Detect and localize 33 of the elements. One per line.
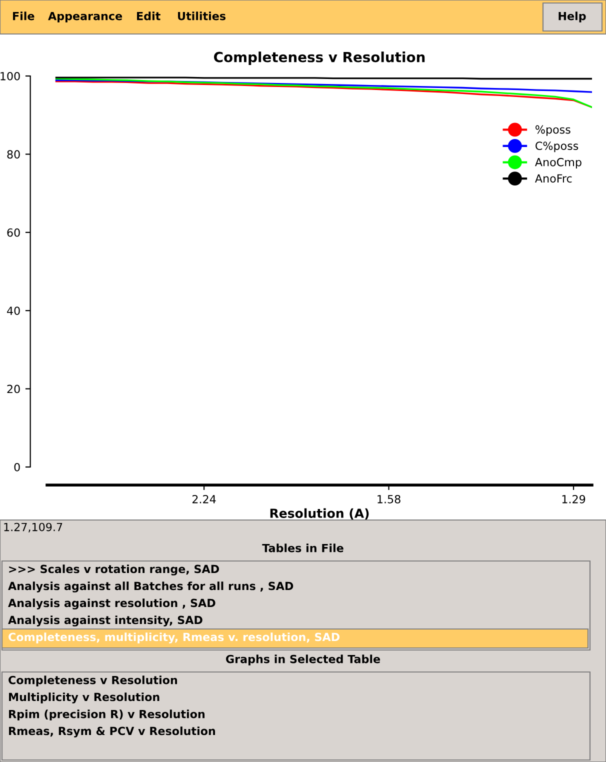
text: Rmeas, Rsym & PCV v Resolution <box>9 726 216 738</box>
chart-title: Completeness v Resolution <box>214 52 425 65</box>
text: File <box>13 12 34 20</box>
text: Edit <box>137 12 160 20</box>
text: Tables in File <box>262 544 344 552</box>
text: Analysis against intensity, SAD <box>8 616 202 626</box>
text: Appearance <box>48 12 122 22</box>
x-axis-title: Resolution (A) <box>270 508 369 520</box>
text: Analysis against all Batches for all runs , SAD <box>8 582 294 592</box>
y-tick-label: 80 <box>7 150 20 159</box>
legend-label: AnoCmp <box>535 158 582 168</box>
legend-label: C%poss <box>536 142 578 152</box>
text: Utilities <box>178 12 226 20</box>
text: Completeness, multiplicity, Rmeas v. resolution, SAD <box>8 632 340 644</box>
legend-label: AnoFrc <box>535 174 572 183</box>
x-tick-label: 1.29 <box>562 494 586 504</box>
text: Multiplicity v Resolution <box>9 692 160 704</box>
text: Completeness v Resolution <box>8 676 178 686</box>
text: >>> Scales v rotation range, SAD <box>9 564 219 576</box>
y-tick-label: 60 <box>7 228 20 237</box>
text: Analysis against resolution , SAD <box>8 598 216 610</box>
legend-label: %poss <box>536 125 570 136</box>
line-series <box>55 79 592 93</box>
y-tick-label: 20 <box>7 384 20 394</box>
text: Rpim (precision R) v Resolution <box>9 710 205 720</box>
text: 1.27,109.7 <box>4 522 62 532</box>
x-tick-label: 2.24 <box>192 494 216 504</box>
y-tick-label: 40 <box>7 306 20 315</box>
y-tick-label: 100 <box>0 72 20 80</box>
text: Graphs in Selected Table <box>226 654 380 666</box>
x-tick-label: 1.58 <box>378 494 400 504</box>
y-tick-label: 0 <box>14 462 20 472</box>
text: Help <box>558 12 586 22</box>
